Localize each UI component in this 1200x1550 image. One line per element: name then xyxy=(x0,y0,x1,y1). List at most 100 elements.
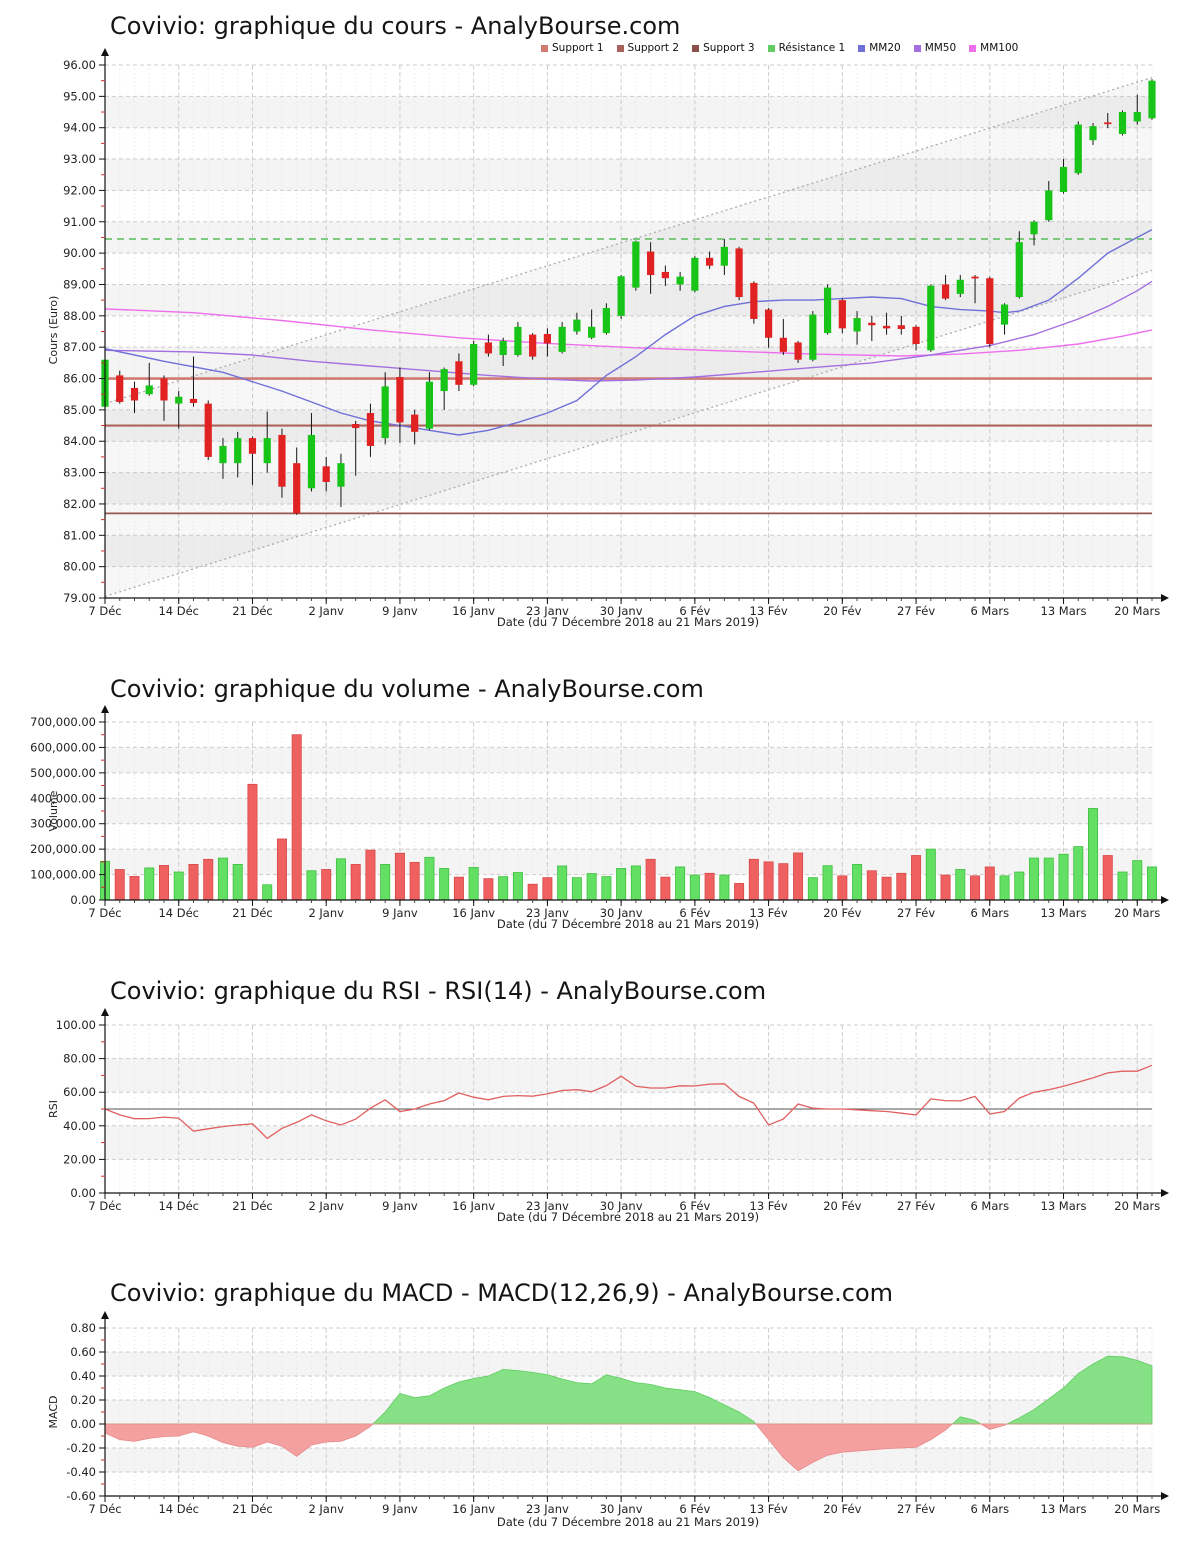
volume-bar xyxy=(852,864,863,901)
candle-body xyxy=(411,414,419,432)
candle-body xyxy=(691,257,699,291)
x-tick-label: 23 Janv xyxy=(526,604,569,618)
y-tick-label: 200,000.00 xyxy=(30,842,96,856)
candle-body xyxy=(543,334,551,344)
legend-label: MM20 xyxy=(869,42,901,54)
volume-x-axis-title: Date (du 7 Décembre 2018 au 21 Mars 2019… xyxy=(497,917,759,931)
volume-bar xyxy=(321,869,332,901)
y-tick-label: 100,000.00 xyxy=(30,868,96,882)
candle-body xyxy=(263,438,271,464)
y-tick-label: 96.00 xyxy=(63,58,96,72)
x-tick-label: 13 Fév xyxy=(750,906,788,920)
y-tick-label: 60.00 xyxy=(63,1085,96,1099)
y-tick-label: 94.00 xyxy=(63,121,96,135)
candle-body xyxy=(882,325,891,329)
volume-bar xyxy=(1043,857,1054,901)
volume-bar xyxy=(896,872,907,901)
candle-body xyxy=(366,413,375,446)
x-tick-label: 20 Fév xyxy=(823,1502,861,1516)
x-tick-label: 27 Fév xyxy=(897,604,935,618)
rsi-x-axis-title: Date (du 7 Décembre 2018 au 21 Mars 2019… xyxy=(497,1210,759,1224)
candle-body xyxy=(676,276,684,285)
volume-bar xyxy=(247,783,258,901)
candle-body xyxy=(632,241,640,288)
background-band xyxy=(105,221,1152,254)
volume-bar xyxy=(1102,855,1113,901)
candle-body xyxy=(647,251,655,276)
volume-chart: 700,000.00 600,000.00 500,000.00 400,000.00… xyxy=(30,705,1169,920)
volume-bar xyxy=(601,876,612,901)
y-tick-label: 0.40 xyxy=(70,1369,96,1383)
x-tick-label: 7 Déc xyxy=(88,604,121,618)
volume-bar xyxy=(689,874,700,901)
y-tick-label: 92.00 xyxy=(63,183,96,197)
candle-body xyxy=(558,326,566,352)
y-tick-label: 91.00 xyxy=(63,215,96,229)
x-tick-label: 13 Fév xyxy=(750,1199,788,1213)
y-tick-label: 700,000.00 xyxy=(30,715,96,729)
volume-bar xyxy=(188,864,199,901)
volume-bar xyxy=(468,867,479,901)
y-tick-label: 500,000.00 xyxy=(30,766,96,780)
volume-bar xyxy=(1117,871,1128,901)
x-tick-label: 27 Fév xyxy=(897,1502,935,1516)
candle-body xyxy=(971,276,979,279)
x-tick-label: 30 Janv xyxy=(600,604,643,618)
candle-body xyxy=(1104,122,1112,125)
y-tick-label: 80.00 xyxy=(63,560,96,574)
x-tick-label: 20 Mars xyxy=(1114,906,1160,920)
volume-y-axis-name: Volume xyxy=(47,790,60,831)
x-tick-label: 2 Janv xyxy=(308,906,344,920)
y-tick-label: 20.00 xyxy=(63,1152,96,1166)
volume-bar xyxy=(424,856,435,901)
y-tick-label: 83.00 xyxy=(63,466,96,480)
y-tick-label: 0.60 xyxy=(70,1345,96,1359)
candle-body xyxy=(440,369,448,392)
legend-swatch xyxy=(767,44,775,52)
volume-bar xyxy=(940,874,951,901)
candle-body xyxy=(248,438,257,454)
x-tick-label: 16 Janv xyxy=(452,1199,495,1213)
candle-body xyxy=(1059,166,1068,192)
volume-chart-title: Covivio: graphique du volume - AnalyBour… xyxy=(110,675,704,703)
candle-body xyxy=(1089,126,1097,141)
volume-bar xyxy=(365,849,376,901)
background-band xyxy=(105,159,1152,191)
x-tick-label: 13 Fév xyxy=(750,604,788,618)
candle-body xyxy=(602,307,610,334)
candle-body xyxy=(617,276,625,316)
x-tick-label: 13 Mars xyxy=(1041,604,1087,618)
x-tick-label: 9 Janv xyxy=(382,906,418,920)
x-tick-label: 30 Janv xyxy=(600,906,643,920)
candle-body xyxy=(588,326,596,338)
x-tick-label: 27 Fév xyxy=(897,1199,935,1213)
x-tick-label: 14 Déc xyxy=(158,604,199,618)
volume-bar xyxy=(1014,871,1025,901)
x-tick-label: 13 Mars xyxy=(1041,1199,1087,1213)
legend-swatch xyxy=(616,44,624,52)
volume-bar xyxy=(1088,808,1099,901)
legend-item: Résistance 1 xyxy=(767,42,846,54)
x-tick-label: 7 Déc xyxy=(88,1199,121,1213)
y-tick-label: 95.00 xyxy=(63,89,96,103)
volume-bar xyxy=(542,877,553,901)
background-band xyxy=(105,535,1152,567)
volume-bar xyxy=(630,865,641,901)
legend-label: Support 3 xyxy=(703,42,755,54)
legend-label: Résistance 1 xyxy=(778,42,846,54)
volume-bar xyxy=(911,855,922,901)
y-tick-label: -0.40 xyxy=(66,1465,96,1479)
candle-body xyxy=(484,342,493,354)
volume-bar xyxy=(822,865,833,901)
candle-body xyxy=(1133,112,1141,122)
candle-body xyxy=(130,387,139,401)
x-tick-label: 20 Mars xyxy=(1114,1199,1160,1213)
candle-body xyxy=(706,257,714,266)
volume-bar xyxy=(557,865,568,901)
y-tick-label: -0.60 xyxy=(66,1489,96,1503)
background-band xyxy=(105,1352,1152,1376)
volume-bar xyxy=(793,852,804,901)
candle-body xyxy=(941,284,950,299)
macd-chart-title: Covivio: graphique du MACD - MACD(12,26,… xyxy=(110,1279,893,1307)
